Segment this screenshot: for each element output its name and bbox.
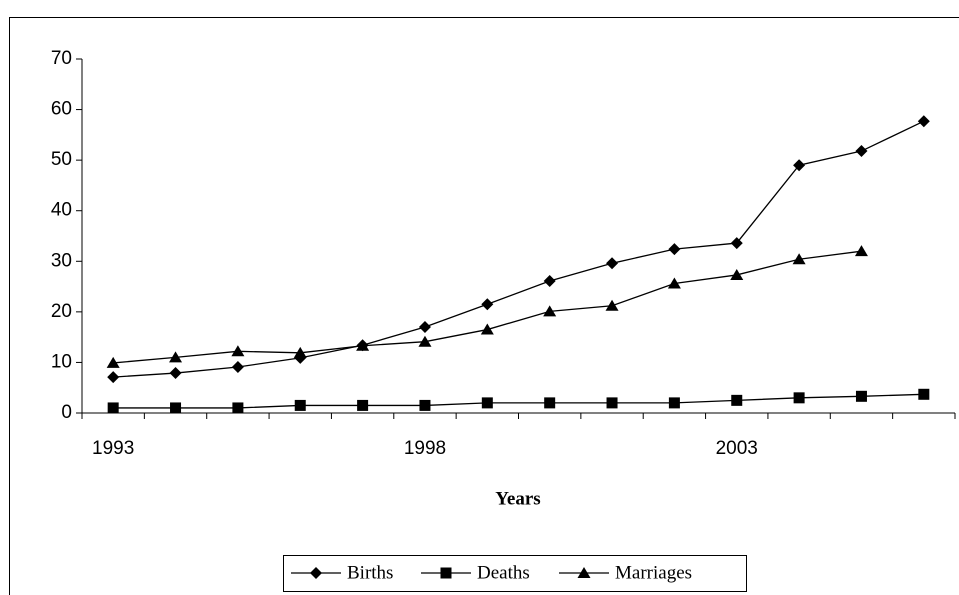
marker-square [731, 394, 743, 406]
marker-triangle [667, 277, 681, 289]
marker-square [232, 402, 244, 414]
marker-diamond [543, 275, 556, 288]
marker-square [544, 397, 556, 409]
marker-triangle [577, 567, 591, 578]
marker-triangle [730, 268, 744, 280]
x-tick-label: 2003 [716, 438, 758, 459]
marker-square [357, 399, 369, 411]
marker-diamond [793, 159, 806, 172]
marker-diamond [917, 115, 930, 128]
marker-square [606, 397, 618, 409]
x-tick-label: 1998 [404, 438, 446, 459]
marker-square [419, 399, 431, 411]
marker-triangle [106, 356, 120, 368]
marker-triangle [543, 305, 557, 317]
y-tick-label: 0 [61, 402, 72, 423]
marker-square [440, 567, 452, 579]
legend-label: Marriages [615, 562, 692, 583]
legend-box [283, 555, 747, 592]
series-line [113, 393, 924, 409]
marker-square [170, 402, 182, 414]
marker-diamond [169, 367, 182, 380]
x-tick-label: 1993 [92, 438, 134, 459]
marker-square [294, 399, 306, 411]
x-axis-title: Years [495, 488, 540, 509]
marker-triangle [356, 339, 370, 351]
marker-diamond [730, 237, 743, 250]
marker-square [918, 388, 930, 400]
marker-triangle [293, 346, 307, 358]
marker-diamond [418, 321, 431, 334]
marker-triangle [231, 345, 245, 357]
y-tick-label: 20 [51, 301, 72, 322]
marker-square [793, 392, 805, 404]
marker-square [481, 397, 493, 409]
marker-square [855, 390, 867, 402]
marker-square [107, 402, 119, 414]
marker-triangle [480, 323, 494, 335]
y-tick-label: 10 [51, 351, 72, 372]
series-line [113, 120, 925, 378]
marker-diamond [668, 243, 681, 256]
marker-diamond [855, 145, 868, 158]
legend-label: Deaths [477, 562, 530, 583]
marker-triangle [854, 245, 868, 257]
marker-triangle [169, 351, 183, 363]
marker-diamond [606, 257, 619, 270]
y-tick-label: 70 [51, 48, 72, 69]
y-tick-label: 30 [51, 250, 72, 271]
marker-triangle [792, 253, 806, 265]
y-tick-label: 40 [51, 200, 72, 221]
y-tick-label: 50 [51, 149, 72, 170]
legend-label: Births [347, 562, 393, 583]
marker-triangle [605, 299, 619, 311]
marker-diamond [231, 360, 244, 373]
marker-diamond [481, 298, 494, 311]
marker-triangle [418, 335, 432, 347]
marker-diamond [310, 567, 322, 579]
marker-diamond [107, 371, 120, 384]
marker-square [668, 397, 680, 409]
y-tick-label: 60 [51, 99, 72, 120]
